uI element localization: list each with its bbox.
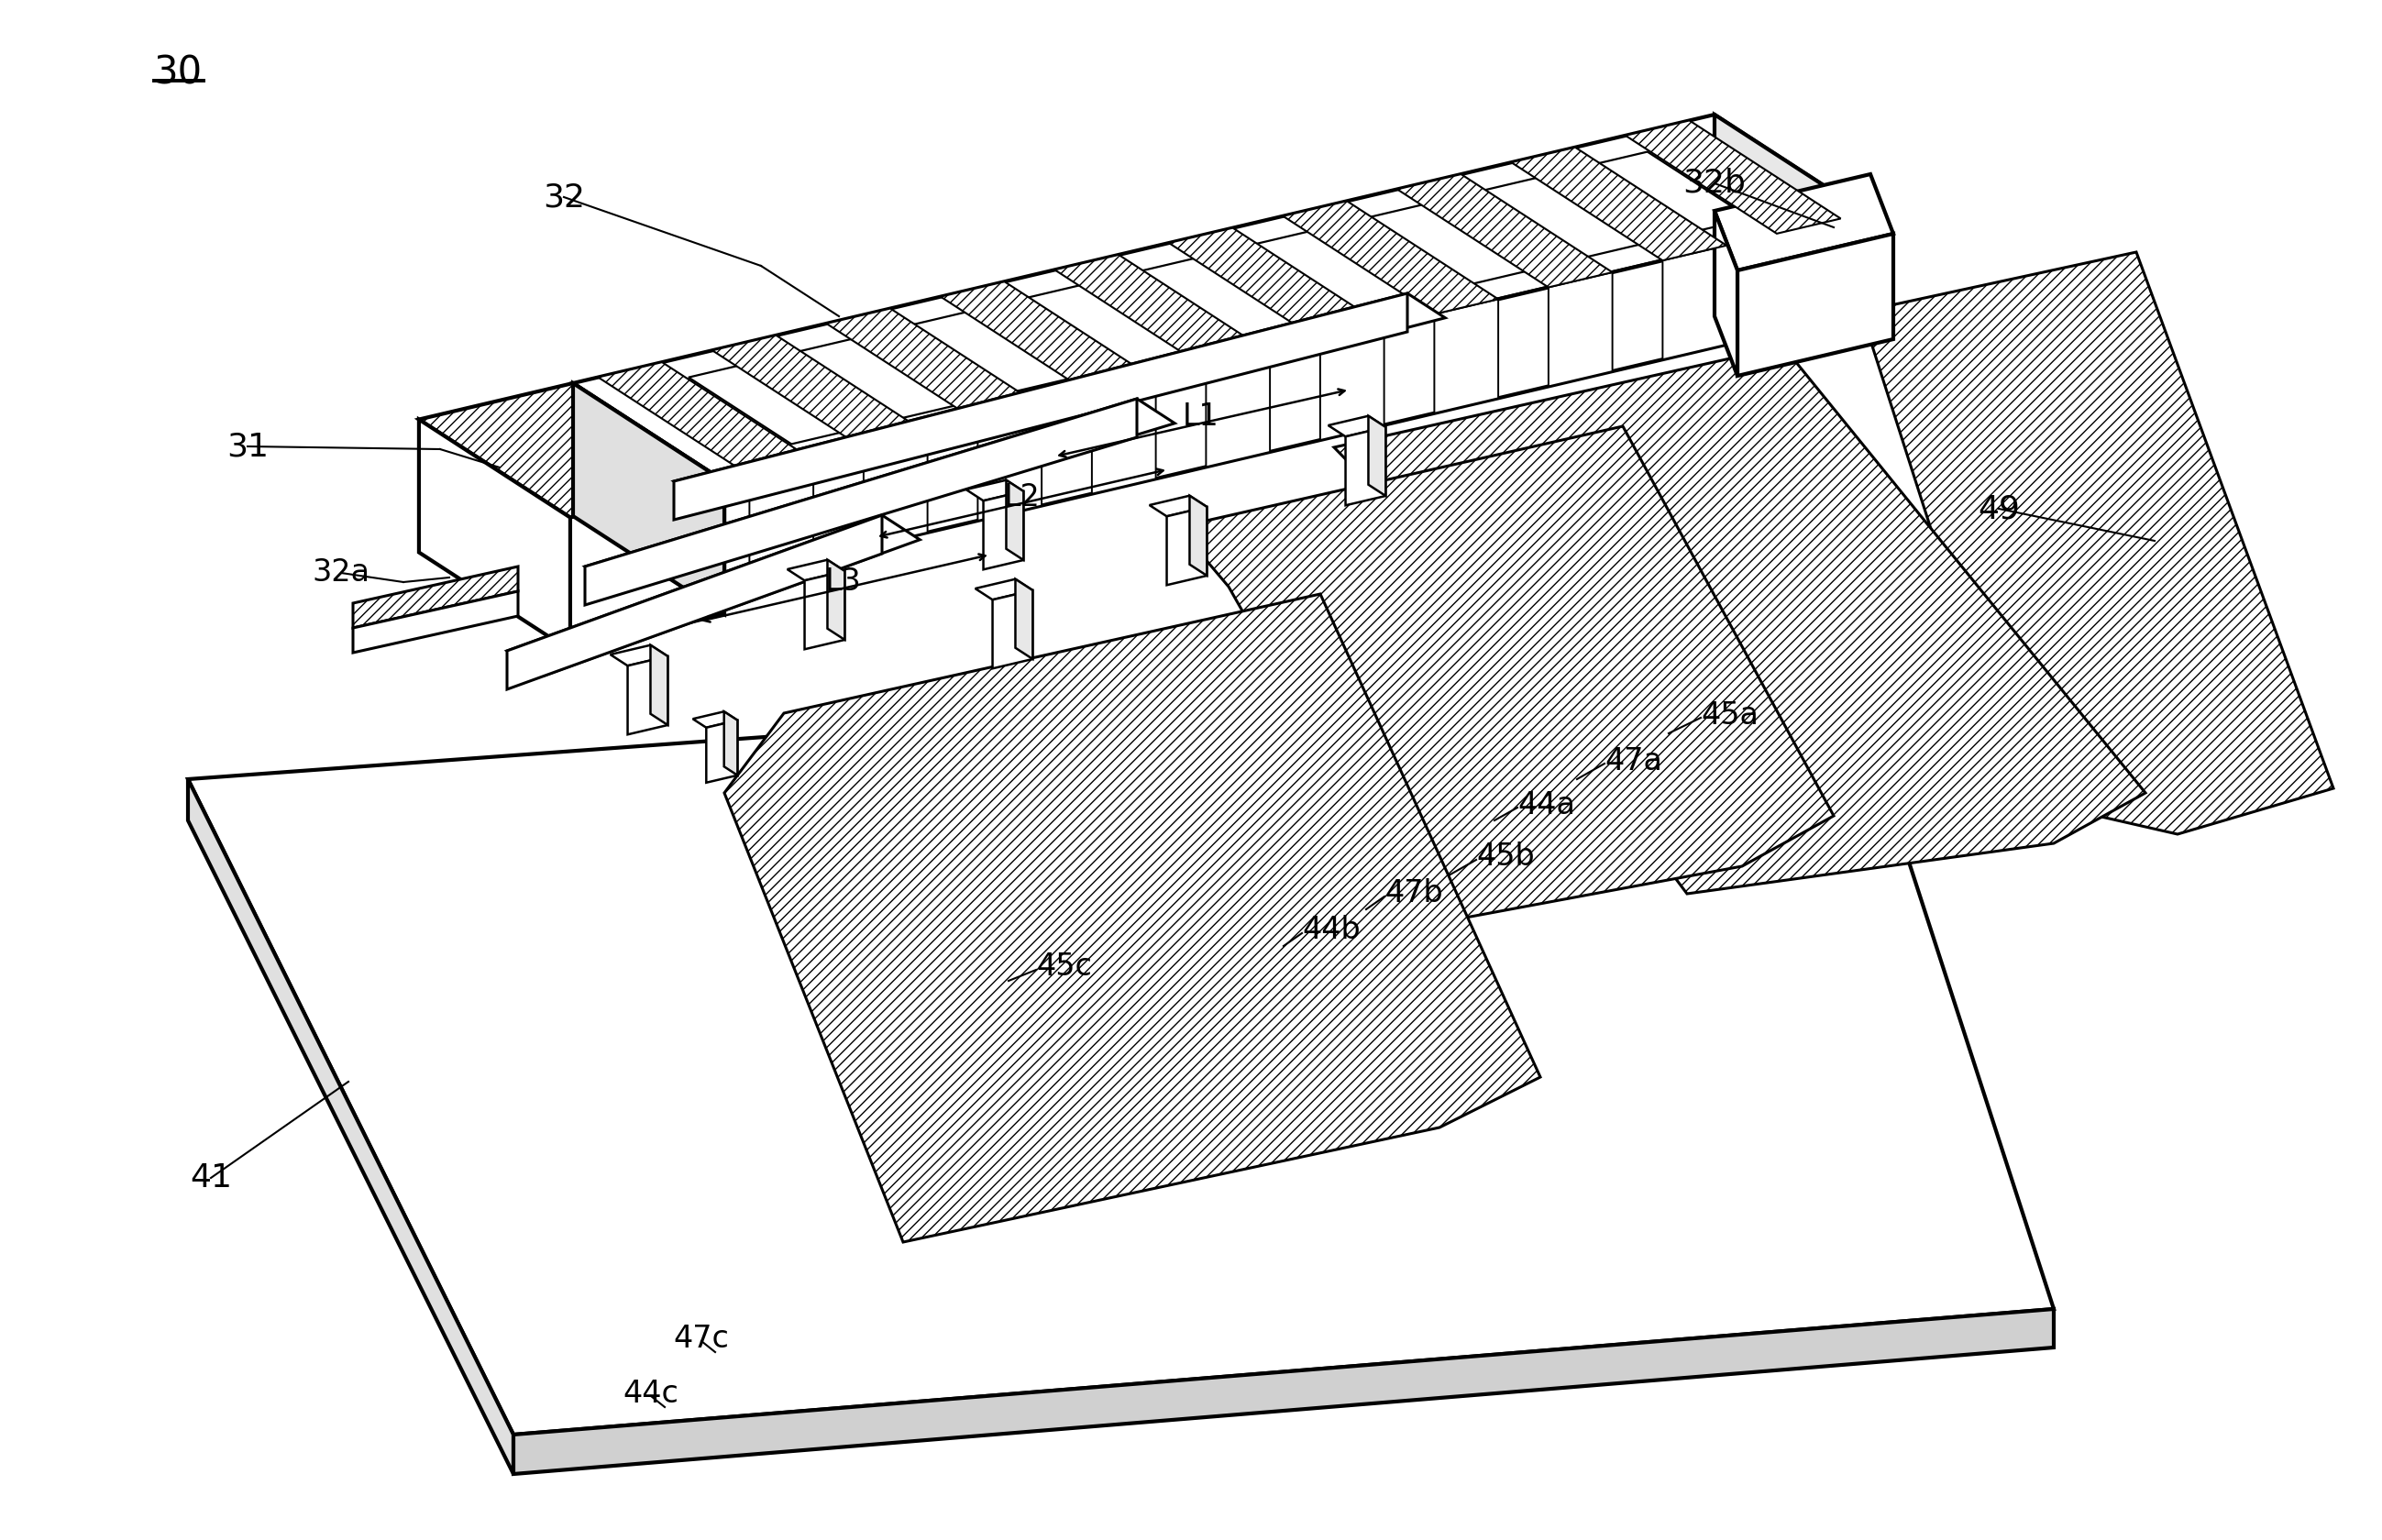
Polygon shape <box>693 711 738 727</box>
Text: 47b: 47b <box>1384 879 1443 909</box>
Text: L1: L1 <box>1184 402 1220 433</box>
Polygon shape <box>626 656 667 735</box>
Polygon shape <box>941 282 1155 394</box>
Polygon shape <box>688 152 1751 444</box>
Polygon shape <box>1334 346 2146 893</box>
Polygon shape <box>993 590 1034 668</box>
Polygon shape <box>750 460 812 574</box>
Polygon shape <box>1015 579 1034 659</box>
Polygon shape <box>1398 174 1613 288</box>
Polygon shape <box>586 399 1174 591</box>
Polygon shape <box>574 383 724 614</box>
Polygon shape <box>705 721 738 782</box>
Text: 32b: 32b <box>1684 168 1746 199</box>
Polygon shape <box>598 362 812 476</box>
Polygon shape <box>1715 211 1736 376</box>
Polygon shape <box>1548 273 1613 387</box>
Polygon shape <box>1179 427 1834 926</box>
Polygon shape <box>650 645 667 725</box>
Polygon shape <box>1151 496 1208 516</box>
Polygon shape <box>1715 174 1894 271</box>
Polygon shape <box>1189 496 1208 576</box>
Text: 44b: 44b <box>1303 915 1360 946</box>
Polygon shape <box>1091 380 1155 494</box>
Polygon shape <box>188 658 2053 1435</box>
Text: 45a: 45a <box>1701 699 1758 730</box>
Polygon shape <box>1510 148 1727 260</box>
Polygon shape <box>586 399 1136 605</box>
Polygon shape <box>805 571 846 650</box>
Text: 32: 32 <box>543 182 586 213</box>
Polygon shape <box>353 591 517 653</box>
Polygon shape <box>515 1309 2053 1474</box>
Polygon shape <box>1434 299 1498 413</box>
Polygon shape <box>984 491 1024 570</box>
Polygon shape <box>724 213 1865 581</box>
Text: 49: 49 <box>1977 493 2020 524</box>
Polygon shape <box>1663 245 1727 359</box>
Polygon shape <box>974 579 1034 599</box>
Polygon shape <box>674 293 1446 505</box>
Polygon shape <box>1005 480 1024 561</box>
Polygon shape <box>1346 427 1386 505</box>
Text: 44a: 44a <box>1517 790 1575 819</box>
Text: 30: 30 <box>155 54 202 92</box>
Polygon shape <box>569 480 724 650</box>
Polygon shape <box>1170 228 1384 340</box>
Text: 47a: 47a <box>1605 745 1663 776</box>
Polygon shape <box>788 561 846 581</box>
Polygon shape <box>1715 114 1865 311</box>
Polygon shape <box>865 433 927 548</box>
Polygon shape <box>1777 219 1841 333</box>
Polygon shape <box>1055 254 1270 368</box>
Polygon shape <box>724 594 1541 1243</box>
Polygon shape <box>1320 326 1384 440</box>
Polygon shape <box>967 480 1024 500</box>
Polygon shape <box>1205 353 1270 467</box>
Text: 32a: 32a <box>312 557 369 588</box>
Polygon shape <box>827 308 1041 422</box>
Text: 45b: 45b <box>1477 842 1534 872</box>
Polygon shape <box>507 516 881 690</box>
Polygon shape <box>1329 416 1386 436</box>
Polygon shape <box>1367 416 1386 496</box>
Polygon shape <box>419 383 724 517</box>
Polygon shape <box>1284 202 1498 314</box>
Polygon shape <box>353 567 517 628</box>
Text: 41: 41 <box>191 1163 231 1194</box>
Polygon shape <box>724 711 738 775</box>
Polygon shape <box>827 561 846 639</box>
Polygon shape <box>610 645 667 665</box>
Polygon shape <box>507 516 919 676</box>
Polygon shape <box>188 779 515 1474</box>
Polygon shape <box>674 293 1408 519</box>
Text: 45c: 45c <box>1036 952 1091 983</box>
Polygon shape <box>574 114 1865 480</box>
Polygon shape <box>977 407 1041 521</box>
Text: 31: 31 <box>226 431 269 462</box>
Polygon shape <box>1625 120 1841 234</box>
Polygon shape <box>1736 234 1894 376</box>
Text: L2: L2 <box>1005 482 1041 513</box>
Polygon shape <box>419 419 569 650</box>
Text: 47c: 47c <box>674 1323 729 1354</box>
Polygon shape <box>1167 507 1208 585</box>
Polygon shape <box>712 336 927 448</box>
Text: L3: L3 <box>824 567 862 598</box>
Polygon shape <box>1860 253 2334 835</box>
Text: 44c: 44c <box>624 1378 679 1409</box>
